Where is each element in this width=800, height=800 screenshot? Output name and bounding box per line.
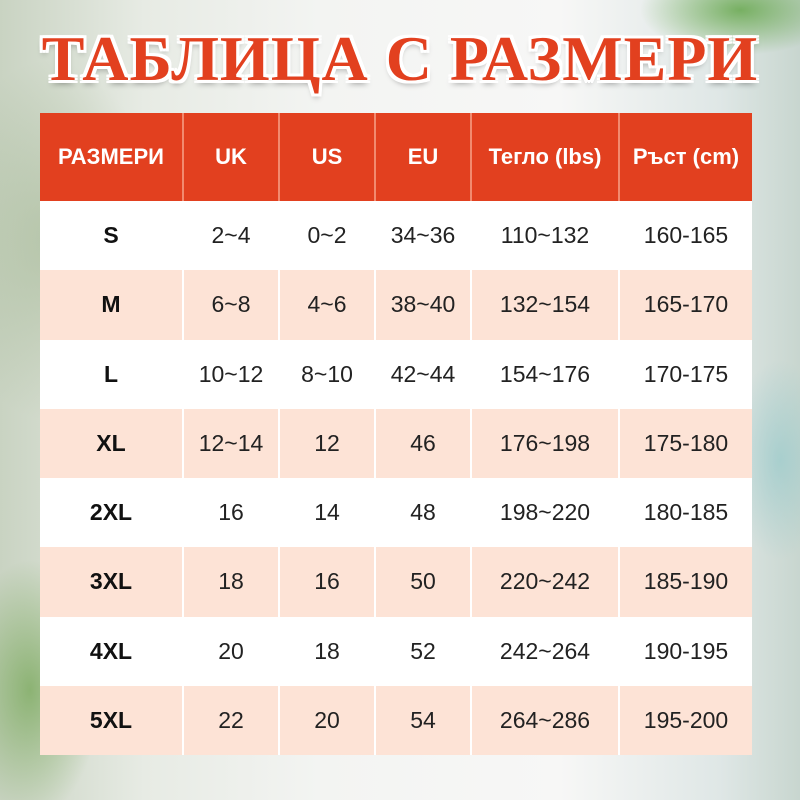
header-height: Ръст (cm) xyxy=(618,113,752,201)
cell-weight: 176~198 xyxy=(470,408,619,478)
cell-size: 3XL xyxy=(40,547,183,617)
cell-eu: 46 xyxy=(374,408,471,478)
cell-weight: 264~286 xyxy=(470,685,619,755)
cell-size: XL xyxy=(40,408,183,478)
cell-uk: 22 xyxy=(182,685,279,755)
cell-uk: 18 xyxy=(182,547,279,617)
cell-uk: 2~4 xyxy=(182,201,279,271)
page-title: ТАБЛИЦА С РАЗМЕРИ xyxy=(41,23,759,94)
cell-weight: 198~220 xyxy=(470,478,619,548)
cell-uk: 6~8 xyxy=(182,270,279,340)
cell-eu: 52 xyxy=(374,616,471,686)
cell-uk: 16 xyxy=(182,478,279,548)
header-row: РАЗМЕРИ UK US EU Тегло (lbs) Ръст (cm) xyxy=(40,113,752,201)
header-weight: Тегло (lbs) xyxy=(470,113,619,201)
cell-us: 20 xyxy=(278,685,375,755)
cell-height: 185-190 xyxy=(618,547,752,617)
cell-size: S xyxy=(40,201,183,271)
cell-uk: 10~12 xyxy=(182,339,279,409)
cell-height: 165-170 xyxy=(618,270,752,340)
cell-height: 175-180 xyxy=(618,408,752,478)
table-row: 2XL 16 14 48 198~220 180-185 xyxy=(40,478,752,548)
cell-eu: 42~44 xyxy=(374,339,471,409)
cell-eu: 38~40 xyxy=(374,270,471,340)
cell-eu: 34~36 xyxy=(374,201,471,271)
size-table-body: S 2~4 0~2 34~36 110~132 160-165 M 6~8 4~6 38~40 13… xyxy=(40,201,752,755)
cell-weight: 132~154 xyxy=(470,270,619,340)
cell-eu: 50 xyxy=(374,547,471,617)
cell-us: 8~10 xyxy=(278,339,375,409)
cell-uk: 12~14 xyxy=(182,408,279,478)
cell-height: 160-165 xyxy=(618,201,752,271)
cell-eu: 54 xyxy=(374,685,471,755)
cell-us: 0~2 xyxy=(278,201,375,271)
cell-size: 2XL xyxy=(40,478,183,548)
header-eu: EU xyxy=(374,113,471,201)
cell-size: 5XL xyxy=(40,685,183,755)
cell-us: 4~6 xyxy=(278,270,375,340)
cell-us: 18 xyxy=(278,616,375,686)
cell-us: 16 xyxy=(278,547,375,617)
cell-weight: 220~242 xyxy=(470,547,619,617)
cell-us: 12 xyxy=(278,408,375,478)
header-size: РАЗМЕРИ xyxy=(40,113,183,201)
cell-height: 180-185 xyxy=(618,478,752,548)
cell-size: L xyxy=(40,339,183,409)
cell-uk: 20 xyxy=(182,616,279,686)
table-row: XL 12~14 12 46 176~198 175-180 xyxy=(40,408,752,478)
table-row: M 6~8 4~6 38~40 132~154 165-170 xyxy=(40,270,752,340)
cell-size: 4XL xyxy=(40,616,183,686)
cell-weight: 110~132 xyxy=(470,201,619,271)
table-row: S 2~4 0~2 34~36 110~132 160-165 xyxy=(40,201,752,271)
cell-size: M xyxy=(40,270,183,340)
header-us: US xyxy=(278,113,375,201)
table-row: 4XL 20 18 52 242~264 190-195 xyxy=(40,616,752,686)
cell-weight: 154~176 xyxy=(470,339,619,409)
size-table: РАЗМЕРИ UK US EU Тегло (lbs) Ръст (cm) S… xyxy=(40,113,752,755)
table-row: 3XL 18 16 50 220~242 185-190 xyxy=(40,547,752,617)
cell-height: 170-175 xyxy=(618,339,752,409)
cell-height: 195-200 xyxy=(618,685,752,755)
cell-weight: 242~264 xyxy=(470,616,619,686)
table-row: L 10~12 8~10 42~44 154~176 170-175 xyxy=(40,339,752,409)
cell-us: 14 xyxy=(278,478,375,548)
table-row: 5XL 22 20 54 264~286 195-200 xyxy=(40,685,752,755)
cell-eu: 48 xyxy=(374,478,471,548)
header-uk: UK xyxy=(182,113,279,201)
cell-height: 190-195 xyxy=(618,616,752,686)
